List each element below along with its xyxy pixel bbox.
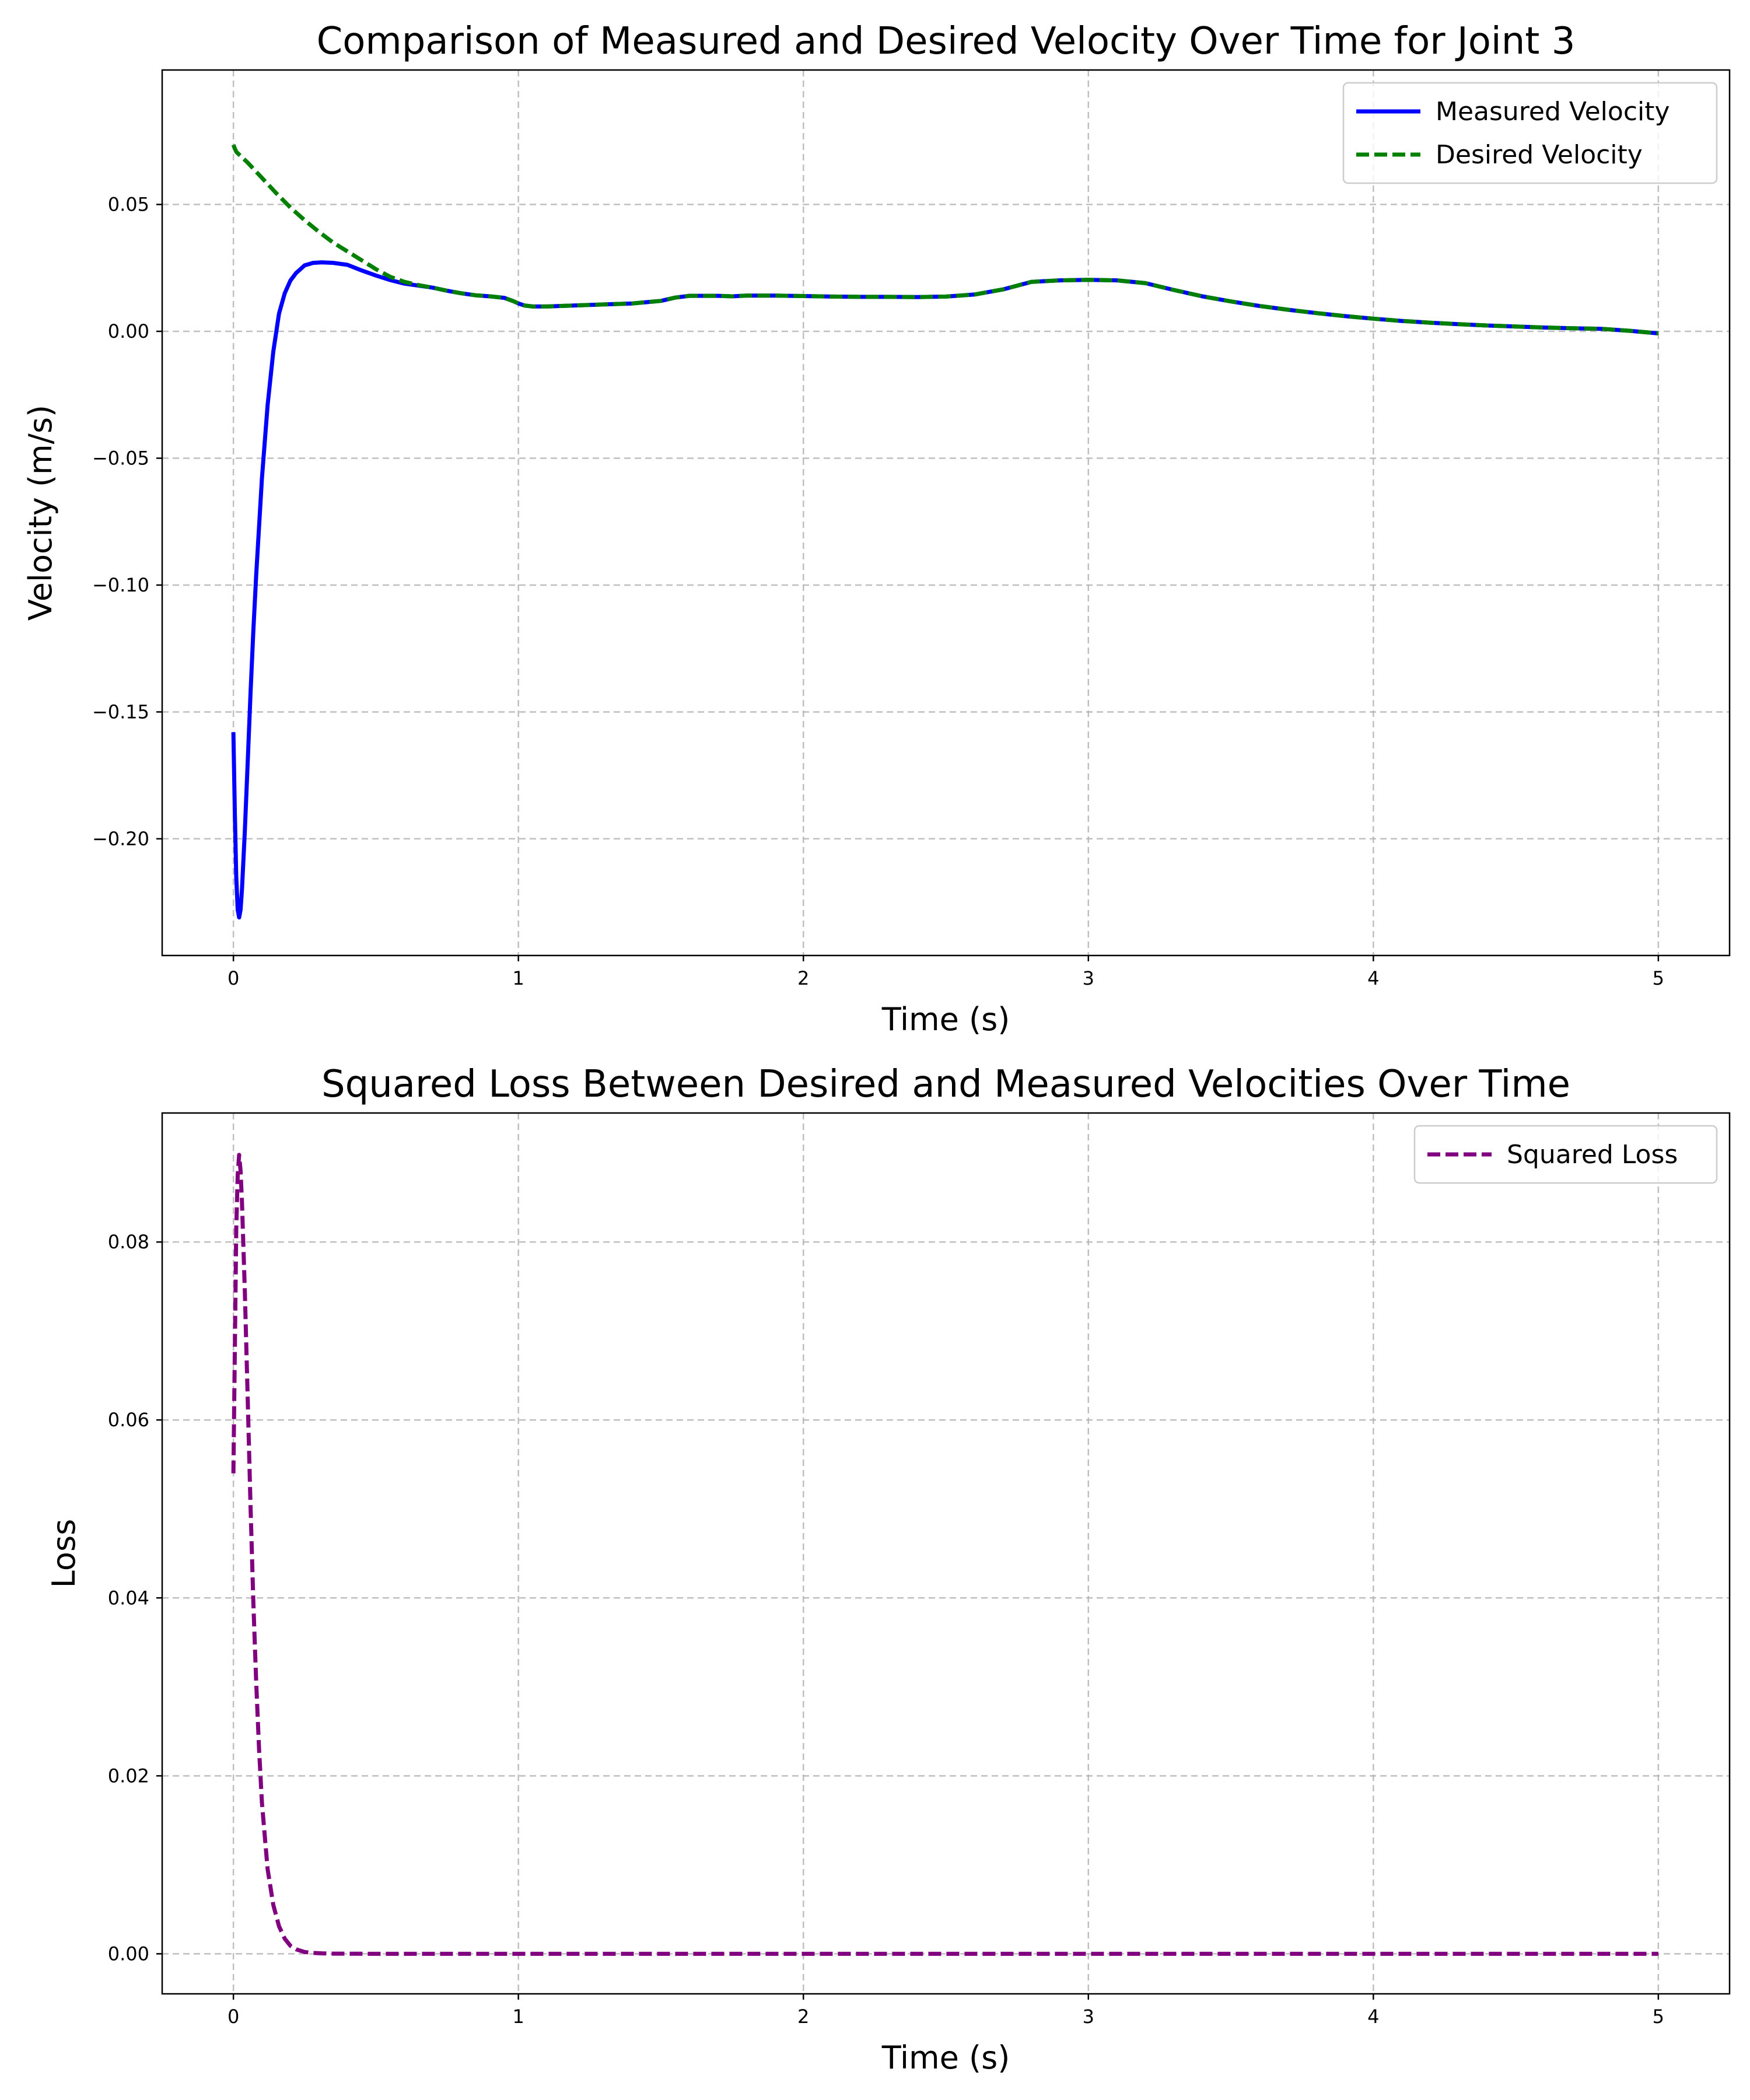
velocity-chart-series-measured-velocity [231,260,1659,920]
velocity-chart-y-tick-label: 0.00 [108,320,149,342]
velocity-chart: Comparison of Measured and Desired Veloc… [22,20,1731,1038]
loss-chart-grid [162,1113,1730,1994]
loss-chart-frame [161,1112,1731,1995]
loss-chart-series-squared-loss [231,1153,1658,1956]
loss-chart-y-tick-label: 0.02 [108,1765,149,1787]
velocity-chart-x-tick-label: 4 [1367,967,1379,989]
velocity-chart-legend-box [1342,82,1718,184]
velocity-chart-x-tick-label: 0 [228,967,239,989]
velocity-chart-legend-label: Measured Velocity [1436,97,1670,127]
loss-chart-legend-box [1413,1125,1718,1184]
velocity-chart-grid [162,70,1730,956]
loss-chart-x-tick-label: 3 [1083,2006,1094,2028]
loss-chart-x-tick-label: 4 [1367,2006,1379,2028]
velocity-chart-y-tick-label: −0.10 [92,574,149,596]
loss-chart-x-tick-label: 5 [1653,2006,1664,2028]
loss-chart-x-tick-label: 1 [513,2006,524,2028]
velocity-chart-title: Comparison of Measured and Desired Veloc… [317,20,1576,63]
velocity-chart-y-tick-label: −0.05 [92,447,149,469]
loss-chart-ylabel: Loss [46,1519,82,1588]
loss-chart-y-tick-label: 0.08 [108,1231,149,1253]
loss-chart-legend-label: Squared Loss [1507,1140,1678,1170]
velocity-chart-series-desired-velocity [231,144,1659,335]
loss-chart-y-tick-label: 0.06 [108,1409,149,1431]
loss-chart-y-tick-label: 0.04 [108,1587,149,1609]
velocity-chart-legend-label: Desired Velocity [1436,140,1643,170]
velocity-chart-xlabel: Time (s) [881,1001,1010,1038]
loss-chart-x-tick-label: 2 [797,2006,809,2028]
velocity-chart-y-tick-label: −0.20 [92,828,149,850]
velocity-chart-ylabel: Velocity (m/s) [22,405,59,621]
loss-chart-y-tick-label: 0.00 [108,1943,149,1965]
velocity-chart-x-tick-label: 1 [513,967,524,989]
loss-chart: Squared Loss Between Desired and Measure… [46,1063,1731,2076]
velocity-chart-x-tick-label: 3 [1083,967,1094,989]
velocity-chart-frame [161,69,1731,957]
loss-chart-title: Squared Loss Between Desired and Measure… [321,1063,1570,1106]
loss-chart-xlabel: Time (s) [881,2039,1010,2076]
velocity-chart-y-tick-label: −0.15 [92,701,149,723]
loss-chart-legend: Squared Loss [1413,1125,1718,1184]
velocity-chart-x-tick-label: 5 [1653,967,1664,989]
velocity-chart-x-tick-label: 2 [797,967,809,989]
loss-chart-x-tick-label: 0 [228,2006,239,2028]
velocity-chart-legend: Measured Velocity Desired Velocity [1342,82,1718,184]
velocity-chart-y-tick-label: 0.05 [108,194,149,216]
